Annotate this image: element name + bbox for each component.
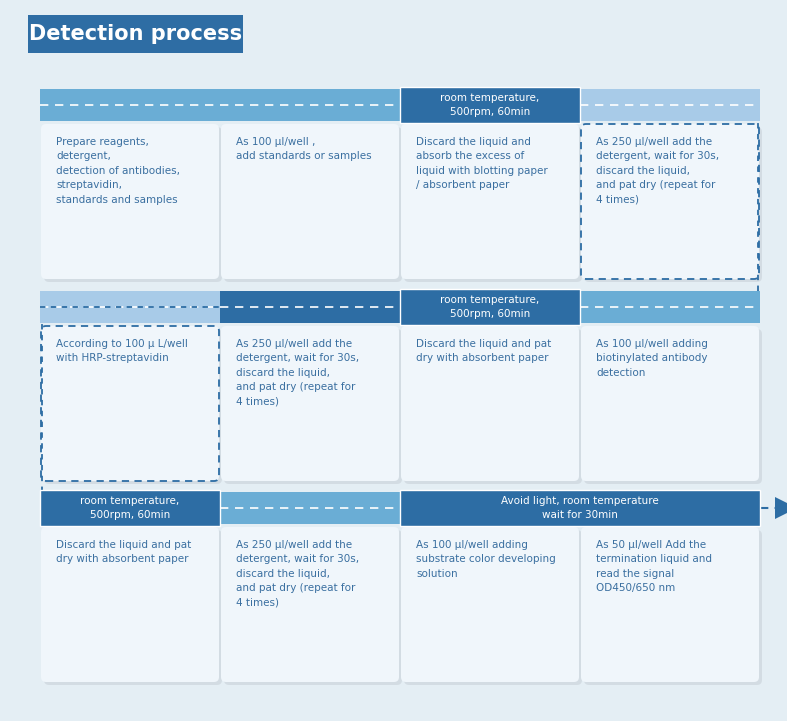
FancyBboxPatch shape bbox=[584, 329, 762, 484]
FancyBboxPatch shape bbox=[584, 530, 762, 685]
FancyBboxPatch shape bbox=[44, 127, 222, 282]
Bar bbox=[220, 492, 580, 524]
Text: room temperature,
500rpm, 60min: room temperature, 500rpm, 60min bbox=[80, 496, 179, 520]
FancyBboxPatch shape bbox=[44, 329, 222, 484]
FancyBboxPatch shape bbox=[401, 124, 579, 279]
FancyBboxPatch shape bbox=[221, 527, 399, 682]
Bar bbox=[40, 89, 400, 121]
FancyBboxPatch shape bbox=[404, 127, 582, 282]
Bar bbox=[580, 492, 760, 524]
FancyBboxPatch shape bbox=[581, 124, 759, 279]
Text: As 100 μl/well adding
substrate color developing
solution: As 100 μl/well adding substrate color de… bbox=[416, 540, 556, 579]
Bar bbox=[40, 490, 220, 526]
FancyBboxPatch shape bbox=[221, 124, 399, 279]
FancyBboxPatch shape bbox=[401, 527, 579, 682]
Bar bbox=[220, 291, 580, 323]
FancyBboxPatch shape bbox=[224, 127, 402, 282]
FancyBboxPatch shape bbox=[401, 326, 579, 481]
Text: Discard the liquid and
absorb the excess of
liquid with blotting paper
/ absorbe: Discard the liquid and absorb the excess… bbox=[416, 137, 548, 190]
Polygon shape bbox=[775, 497, 787, 519]
Bar bbox=[400, 490, 760, 526]
FancyBboxPatch shape bbox=[221, 326, 399, 481]
Bar bbox=[580, 89, 760, 121]
FancyBboxPatch shape bbox=[41, 527, 219, 682]
Text: Discard the liquid and pat
dry with absorbent paper: Discard the liquid and pat dry with abso… bbox=[416, 339, 551, 363]
Bar bbox=[400, 89, 580, 121]
FancyBboxPatch shape bbox=[581, 527, 759, 682]
Text: room temperature,
500rpm, 60min: room temperature, 500rpm, 60min bbox=[441, 94, 540, 117]
FancyBboxPatch shape bbox=[404, 530, 582, 685]
FancyBboxPatch shape bbox=[584, 127, 762, 282]
FancyBboxPatch shape bbox=[41, 124, 219, 279]
Bar bbox=[40, 291, 220, 323]
FancyBboxPatch shape bbox=[44, 530, 222, 685]
Text: As 250 μl/well add the
detergent, wait for 30s,
discard the liquid,
and pat dry : As 250 μl/well add the detergent, wait f… bbox=[596, 137, 719, 205]
Bar bbox=[40, 492, 220, 524]
Text: According to 100 μ L/well
with HRP-streptavidin: According to 100 μ L/well with HRP-strep… bbox=[56, 339, 188, 363]
Text: Avoid light, room temperature
wait for 30min: Avoid light, room temperature wait for 3… bbox=[501, 496, 659, 520]
Text: room temperature,
500rpm, 60min: room temperature, 500rpm, 60min bbox=[441, 296, 540, 319]
Bar bbox=[580, 291, 760, 323]
FancyBboxPatch shape bbox=[581, 326, 759, 481]
FancyBboxPatch shape bbox=[41, 326, 219, 481]
Text: As 50 μl/well Add the
termination liquid and
read the signal
OD450/650 nm: As 50 μl/well Add the termination liquid… bbox=[596, 540, 712, 593]
Text: As 250 μl/well add the
detergent, wait for 30s,
discard the liquid,
and pat dry : As 250 μl/well add the detergent, wait f… bbox=[236, 339, 359, 407]
Text: Discard the liquid and pat
dry with absorbent paper: Discard the liquid and pat dry with abso… bbox=[56, 540, 191, 565]
Text: Prepare reagents,
detergent,
detection of antibodies,
streptavidin,
standards an: Prepare reagents, detergent, detection o… bbox=[56, 137, 180, 205]
Text: As 100 μl/well adding
biotinylated antibody
detection: As 100 μl/well adding biotinylated antib… bbox=[596, 339, 708, 378]
Bar bbox=[400, 289, 580, 325]
FancyBboxPatch shape bbox=[224, 329, 402, 484]
Text: As 100 μl/well ,
add standards or samples: As 100 μl/well , add standards or sample… bbox=[236, 137, 371, 162]
Bar bbox=[28, 15, 243, 53]
Text: As 250 μl/well add the
detergent, wait for 30s,
discard the liquid,
and pat dry : As 250 μl/well add the detergent, wait f… bbox=[236, 540, 359, 608]
FancyBboxPatch shape bbox=[404, 329, 582, 484]
Bar bbox=[400, 87, 580, 123]
FancyBboxPatch shape bbox=[224, 530, 402, 685]
Text: Detection process: Detection process bbox=[29, 24, 242, 44]
